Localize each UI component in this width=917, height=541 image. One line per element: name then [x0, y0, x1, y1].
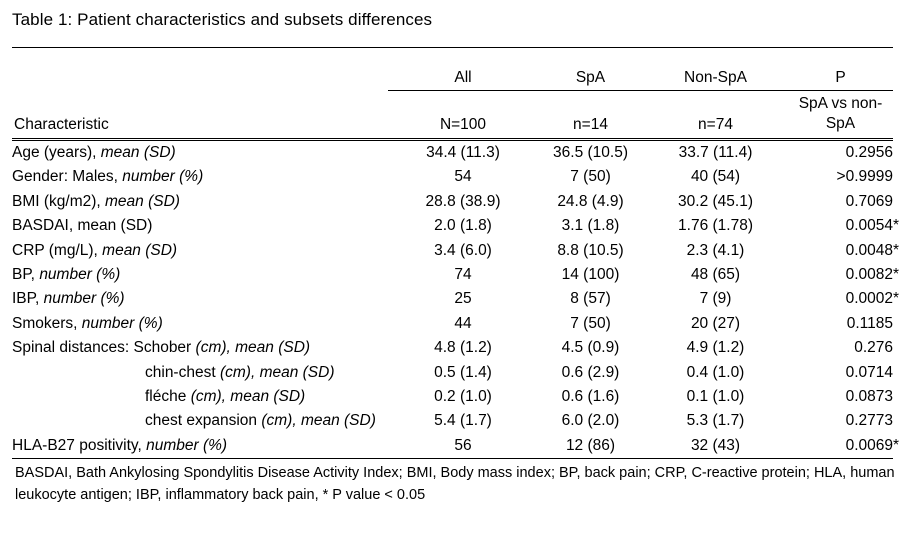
row-label: BMI (kg/m2), mean (SD) [12, 192, 180, 210]
cell-nonspa: 32 (43) [643, 433, 788, 460]
cell-nonspa: 48 (65) [690, 266, 741, 284]
cell-all: 3.4 (6.0) [434, 241, 492, 259]
row-label: Spinal distances: Schober (cm), mean (SD… [12, 339, 311, 357]
table-row: chin-chest (cm), mean (SD) 0.5 (1.4) 0.6… [12, 361, 893, 385]
table-row: Gender: Males, number (%) 54 7 (50) 40 (… [12, 165, 893, 189]
cell-all: 56 [388, 433, 538, 460]
cell-pvalue: 0.1185 [846, 314, 893, 332]
cell-spa: 7 (50) [570, 314, 611, 332]
sub-header-row: Characteristic N=100 n=14 n=74 SpA vs no… [12, 90, 893, 141]
patient-characteristics-table: All SpA Non-SpA P Characteristic N=100 n… [12, 47, 900, 460]
cell-pvalue: >0.9999 [836, 168, 893, 186]
column-header-characteristic: Characteristic [12, 90, 388, 141]
group-header-spacer [12, 48, 388, 91]
cell-spa: 0.6 (1.6) [561, 388, 620, 406]
cell-spa: 8 (57) [570, 290, 611, 308]
row-label: CRP (mg/L), mean (SD) [12, 241, 178, 259]
table-row: BMI (kg/m2), mean (SD) 28.8 (38.9) 24.8 … [12, 190, 893, 214]
row-label: Gender: Males, number (%) [12, 168, 204, 186]
cell-pvalue: 0.7069 [845, 192, 893, 210]
column-header-all-n: N=100 [388, 90, 538, 141]
cell-nonspa: 5.3 (1.7) [686, 412, 745, 430]
group-header-nonspa: Non-SpA [643, 47, 788, 91]
column-header-p-comparison: SpA vs non-SpA [788, 90, 893, 141]
cell-pvalue: 0.0082* [845, 266, 900, 284]
table-row: BP, number (%) 74 14 (100) 48 (65) 0.008… [12, 263, 900, 287]
cell-nonspa: 33.7 (11.4) [678, 144, 753, 161]
row-label: chin-chest (cm), mean (SD) [145, 363, 335, 381]
cell-nonspa: 4.9 (1.2) [686, 339, 745, 357]
row-label: chest expansion (cm), mean (SD) [145, 412, 376, 430]
cell-pvalue: 0.0873 [845, 388, 893, 406]
cell-nonspa: 30.2 (45.1) [678, 192, 753, 210]
row-label: BASDAI, mean (SD) [12, 217, 153, 235]
cell-nonspa: 40 (54) [690, 168, 741, 186]
table-row: IBP, number (%) 25 8 (57) 7 (9) 0.0002* [12, 287, 900, 311]
cell-all: 5.4 (1.7) [434, 412, 492, 430]
cell-nonspa: 1.76 (1.78) [678, 217, 753, 235]
cell-all: 2.0 (1.8) [434, 217, 492, 235]
table-row: CRP (mg/L), mean (SD) 3.4 (6.0) 8.8 (10.… [12, 239, 900, 263]
row-label: IBP, number (%) [12, 290, 125, 308]
cell-nonspa: 0.4 (1.0) [686, 363, 745, 381]
cell-pvalue: 0.0002* [845, 290, 900, 308]
column-header-nonspa-n: n=74 [643, 90, 788, 141]
cell-spa: 0.6 (2.9) [561, 363, 620, 381]
group-header-p: P [788, 47, 893, 91]
table-footnote: BASDAI, Bath Ankylosing Spondylitis Dise… [15, 465, 895, 503]
cell-pvalue: 0.0714 [845, 363, 893, 381]
row-label: fléche (cm), mean (SD) [145, 388, 306, 406]
cell-nonspa: 20 (27) [690, 314, 741, 332]
cell-pvalue: 0.2956 [845, 144, 893, 161]
cell-spa: 24.8 (4.9) [557, 192, 624, 210]
cell-all: 44 [454, 314, 472, 332]
cell-all: 0.2 (1.0) [434, 388, 492, 406]
cell-pvalue: 0.0054* [845, 217, 900, 235]
cell-spa: 14 (100) [561, 266, 620, 284]
cell-nonspa: 0.1 (1.0) [686, 388, 745, 406]
cell-spa: 8.8 (10.5) [557, 241, 624, 259]
column-header-spa-n: n=14 [538, 90, 643, 141]
cell-pvalue: 0.276 [854, 339, 893, 357]
table-row: HLA-B27 positivity, number (%) 56 12 (86… [12, 433, 899, 460]
table-row: Spinal distances: Schober (cm), mean (SD… [12, 336, 893, 360]
table-row: chest expansion (cm), mean (SD) 5.4 (1.7… [12, 409, 893, 433]
row-label: HLA-B27 positivity, number (%) [12, 433, 388, 460]
cell-spa: 7 (50) [570, 168, 611, 186]
cell-spa: 4.5 (0.9) [561, 339, 620, 357]
cell-all: 28.8 (38.9) [425, 192, 501, 210]
cell-spa: 6.0 (2.0) [561, 412, 620, 430]
table-row: BASDAI, mean (SD) 2.0 (1.8) 3.1 (1.8) 1.… [12, 214, 900, 238]
row-label: BP, number (%) [12, 266, 121, 284]
group-header-all: All [388, 47, 538, 91]
group-header-spa: SpA [538, 47, 643, 91]
cell-nonspa: 7 (9) [699, 290, 732, 308]
row-label: Age (years), mean (SD) [12, 144, 176, 161]
cell-all: 4.8 (1.2) [434, 339, 492, 357]
cell-spa: 36.5 (10.5) [553, 144, 628, 161]
cell-pvalue: 0.0048* [845, 241, 900, 259]
cell-spa: 12 (86) [538, 433, 643, 460]
group-header-row: All SpA Non-SpA P [12, 47, 893, 91]
table-caption: Table 1: Patient characteristics and sub… [12, 10, 433, 29]
cell-pvalue: 0.0069* [788, 433, 899, 460]
table-body: Age (years), mean (SD) 34.4 (11.3) 36.5 … [12, 140, 900, 460]
table-row: fléche (cm), mean (SD) 0.2 (1.0) 0.6 (1.… [12, 385, 893, 409]
cell-spa: 3.1 (1.8) [561, 217, 620, 235]
cell-all: 74 [454, 266, 472, 284]
cell-all: 25 [454, 290, 472, 308]
row-label: Smokers, number (%) [12, 314, 163, 332]
table-row: Age (years), mean (SD) 34.4 (11.3) 36.5 … [12, 140, 893, 166]
cell-all: 0.5 (1.4) [434, 363, 492, 381]
table-row: Smokers, number (%) 44 7 (50) 20 (27) 0.… [12, 312, 893, 336]
cell-all: 34.4 (11.3) [426, 144, 500, 161]
p-comparison-label: SpA vs non-SpA [798, 95, 883, 132]
cell-pvalue: 0.2773 [845, 412, 893, 430]
cell-nonspa: 2.3 (4.1) [686, 241, 745, 259]
cell-all: 54 [454, 168, 472, 186]
